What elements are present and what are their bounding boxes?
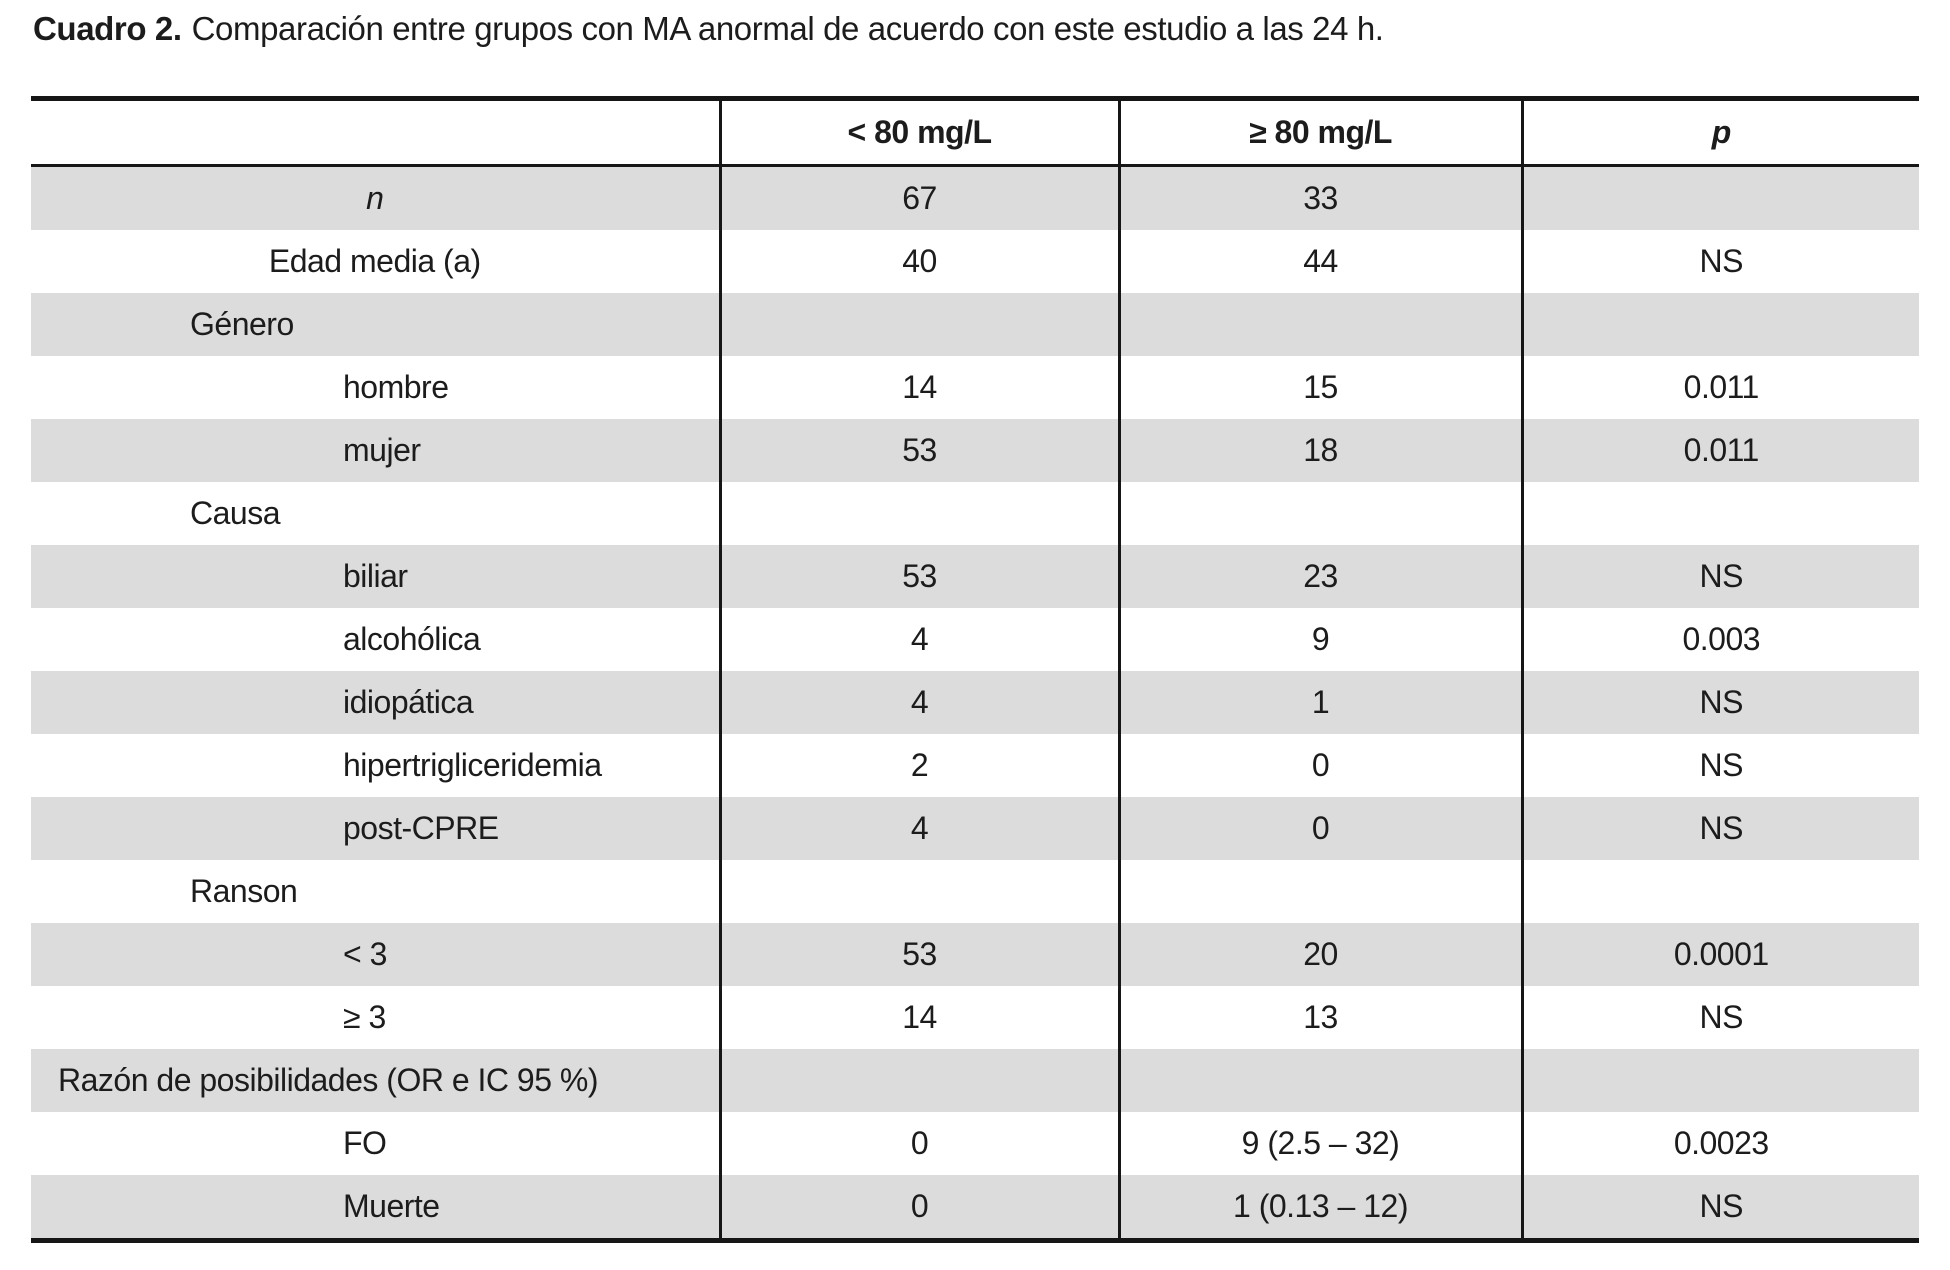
table-row: alcohólica 4 9 0.003 — [31, 608, 1919, 671]
row-label: < 3 — [343, 936, 387, 972]
cell-value-lt80 — [718, 1049, 1119, 1112]
comparison-table: < 80 mg/L ≥ 80 mg/L p n 67 33 Edad media… — [31, 96, 1919, 1243]
cell-value-gte80 — [1117, 1049, 1522, 1112]
cell-p-value: NS — [1520, 545, 1919, 608]
cell-value-lt80: 0 — [718, 1175, 1119, 1241]
table-row: n 67 33 — [31, 165, 1919, 230]
cell-value-gte80: 1 (0.13 – 12) — [1117, 1175, 1522, 1241]
cell-p-value: NS — [1520, 671, 1919, 734]
cell-value-gte80: 20 — [1117, 923, 1522, 986]
table-row: Ranson — [31, 860, 1919, 923]
cell-value-lt80: 14 — [718, 986, 1119, 1049]
cell-p-value: NS — [1520, 230, 1919, 293]
table-header: < 80 mg/L ≥ 80 mg/L p — [31, 98, 1919, 167]
table-row: mujer 53 18 0.011 — [31, 419, 1919, 482]
header-row: < 80 mg/L ≥ 80 mg/L p — [31, 98, 1919, 167]
cell-p-value — [1520, 293, 1919, 356]
cell-p-value: NS — [1520, 986, 1919, 1049]
cell-value-lt80 — [718, 860, 1119, 923]
cell-value-lt80: 0 — [718, 1112, 1119, 1175]
cell-p-value: NS — [1520, 734, 1919, 797]
row-label: biliar — [343, 558, 408, 594]
cell-value-lt80: 2 — [718, 734, 1119, 797]
cell-p-value: 0.003 — [1520, 608, 1919, 671]
cell-value-gte80: 33 — [1117, 165, 1522, 230]
cell-value-lt80: 4 — [718, 797, 1119, 860]
table-body: n 67 33 Edad media (a) 40 44 NS Género h… — [31, 165, 1919, 1241]
cell-value-gte80 — [1117, 482, 1522, 545]
cell-value-lt80 — [718, 293, 1119, 356]
table-caption: Cuadro 2. Comparación entre grupos con MA… — [33, 10, 1384, 48]
cell-value-lt80: 53 — [718, 545, 1119, 608]
cell-value-lt80: 53 — [718, 419, 1119, 482]
header-stub — [31, 98, 720, 167]
cell-value-gte80: 15 — [1117, 356, 1522, 419]
caption-number: Cuadro 2. — [33, 10, 182, 47]
row-label: Causa — [190, 495, 281, 531]
cell-value-lt80: 53 — [718, 923, 1119, 986]
row-label: Ranson — [190, 873, 298, 909]
table-row: ≥ 3 14 13 NS — [31, 986, 1919, 1049]
header-col-p: p — [1520, 98, 1919, 167]
row-label: mujer — [343, 432, 421, 468]
cell-value-lt80 — [718, 482, 1119, 545]
table-row: biliar 53 23 NS — [31, 545, 1919, 608]
table-row: post-CPRE 4 0 NS — [31, 797, 1919, 860]
row-label: post-CPRE — [343, 810, 499, 846]
row-label: hipertrigliceridemia — [343, 747, 602, 783]
cell-p-value: NS — [1520, 1175, 1919, 1241]
cell-value-gte80: 23 — [1117, 545, 1522, 608]
cell-value-gte80: 9 (2.5 – 32) — [1117, 1112, 1522, 1175]
cell-value-gte80: 13 — [1117, 986, 1522, 1049]
cell-value-lt80: 4 — [718, 671, 1119, 734]
row-label: idiopática — [343, 684, 474, 720]
cell-p-value: 0.011 — [1520, 419, 1919, 482]
row-label: hombre — [343, 369, 449, 405]
table-row: idiopática 4 1 NS — [31, 671, 1919, 734]
table-row: hombre 14 15 0.011 — [31, 356, 1919, 419]
row-label: FO — [343, 1125, 387, 1161]
row-label: alcohólica — [343, 621, 481, 657]
cell-p-value — [1520, 165, 1919, 230]
cell-value-lt80: 14 — [718, 356, 1119, 419]
row-label: Razón de posibilidades (OR e IC 95 %) — [58, 1062, 599, 1098]
cell-p-value: 0.0023 — [1520, 1112, 1919, 1175]
row-label: Muerte — [343, 1188, 440, 1224]
table-row: FO 0 9 (2.5 – 32) 0.0023 — [31, 1112, 1919, 1175]
cell-value-gte80: 1 — [1117, 671, 1522, 734]
cell-p-value — [1520, 482, 1919, 545]
table-row: < 3 53 20 0.0001 — [31, 923, 1919, 986]
cell-p-value: 0.011 — [1520, 356, 1919, 419]
cell-value-lt80: 67 — [718, 165, 1119, 230]
cell-value-lt80: 4 — [718, 608, 1119, 671]
row-label: Género — [190, 306, 294, 342]
cell-p-value — [1520, 860, 1919, 923]
cell-value-gte80 — [1117, 860, 1522, 923]
caption-text: Comparación entre grupos con MA anormal … — [191, 10, 1384, 47]
header-col-lt80: < 80 mg/L — [718, 98, 1119, 167]
cell-p-value: 0.0001 — [1520, 923, 1919, 986]
table-row: Causa — [31, 482, 1919, 545]
table-row: Género — [31, 293, 1919, 356]
cell-value-gte80: 44 — [1117, 230, 1522, 293]
cell-value-gte80: 18 — [1117, 419, 1522, 482]
cell-value-gte80 — [1117, 293, 1522, 356]
cell-p-value — [1520, 1049, 1919, 1112]
cell-value-gte80: 0 — [1117, 734, 1522, 797]
cell-value-gte80: 0 — [1117, 797, 1522, 860]
cell-p-value: NS — [1520, 797, 1919, 860]
table-row: hipertrigliceridemia 2 0 NS — [31, 734, 1919, 797]
table-row: Razón de posibilidades (OR e IC 95 %) — [31, 1049, 1919, 1112]
header-col-gte80: ≥ 80 mg/L — [1117, 98, 1522, 167]
cell-value-lt80: 40 — [718, 230, 1119, 293]
table-row: Muerte 0 1 (0.13 – 12) NS — [31, 1175, 1919, 1241]
row-label: Edad media (a) — [268, 243, 481, 279]
row-label: n — [366, 180, 384, 216]
row-label: ≥ 3 — [343, 999, 386, 1035]
table-row: Edad media (a) 40 44 NS — [31, 230, 1919, 293]
cell-value-gte80: 9 — [1117, 608, 1522, 671]
